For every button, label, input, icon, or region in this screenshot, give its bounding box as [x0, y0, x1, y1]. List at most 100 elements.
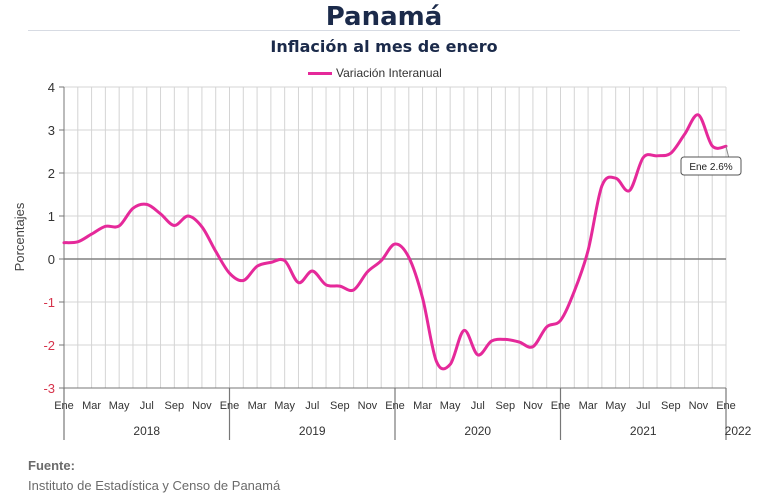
- data-point: [187, 215, 189, 217]
- x-tick-label: Jul: [471, 400, 485, 412]
- data-point: [683, 133, 685, 135]
- x-tick-label: May: [605, 400, 626, 412]
- data-point: [601, 185, 603, 187]
- chart-subtitle: Inflación al mes de enero: [270, 37, 498, 56]
- data-point: [159, 213, 161, 215]
- data-point: [670, 152, 672, 154]
- data-point: [656, 155, 658, 157]
- x-tick-label: Sep: [165, 400, 185, 412]
- y-tick-label: -2: [43, 338, 55, 353]
- x-tick-label: May: [440, 400, 461, 412]
- data-point: [477, 354, 479, 356]
- y-tick-label: -3: [43, 381, 55, 396]
- data-point: [325, 284, 327, 286]
- x-tick-label: Ene: [716, 400, 736, 412]
- x-tick-label: Sep: [661, 400, 681, 412]
- data-point: [146, 203, 148, 205]
- data-point: [614, 177, 616, 179]
- legend: Variación Interanual: [308, 66, 442, 80]
- data-point: [559, 319, 561, 321]
- x-tick-label: May: [274, 400, 295, 412]
- data-point: [339, 285, 341, 287]
- y-tick-label: 1: [48, 209, 55, 224]
- line-chart: 4 3 2 1 0 -1 -2 -3 Ene Mar May Jul Sep Nov Ene Mar May Ju…: [12, 80, 752, 440]
- y-tick-label: 0: [48, 252, 55, 267]
- grid-layer: [63, 86, 727, 389]
- data-point: [90, 233, 92, 235]
- x-tick-label: Nov: [192, 400, 212, 412]
- data-point: [573, 290, 575, 292]
- x-tick-label: Sep: [330, 400, 350, 412]
- x-tick-label: Nov: [358, 400, 378, 412]
- data-point: [463, 329, 465, 331]
- year-label: 2020: [464, 424, 491, 438]
- x-tick-label: Jul: [305, 400, 319, 412]
- x-tick-label: Mar: [413, 400, 432, 412]
- y-tick-label: 4: [48, 80, 55, 95]
- year-label: 2018: [133, 424, 160, 438]
- series-layer: [62, 113, 728, 371]
- x-tick-label: Mar: [579, 400, 598, 412]
- data-point: [215, 250, 217, 252]
- data-point: [380, 260, 382, 262]
- data-point: [394, 243, 396, 245]
- year-label: 2021: [630, 424, 657, 438]
- axis-layer: [59, 86, 727, 440]
- data-point: [642, 156, 644, 158]
- data-point: [490, 340, 492, 342]
- data-point: [518, 341, 520, 343]
- x-tick-label: Mar: [248, 400, 267, 412]
- data-point: [421, 297, 423, 299]
- data-point: [352, 289, 354, 291]
- data-point: [587, 249, 589, 251]
- x-tick-label: Nov: [523, 400, 543, 412]
- data-point: [532, 346, 534, 348]
- x-tick-label: Ene: [54, 400, 74, 412]
- x-tick-label: Ene: [551, 400, 571, 412]
- legend-swatch: [308, 71, 332, 75]
- year-label: 2019: [299, 424, 326, 438]
- y-tick-label: 3: [48, 123, 55, 138]
- data-point: [132, 207, 134, 209]
- data-point: [311, 270, 313, 272]
- data-point: [63, 241, 65, 243]
- data-point: [297, 281, 299, 283]
- data-point: [173, 224, 175, 226]
- x-tick-label: Ene: [385, 400, 405, 412]
- title-divider: [28, 30, 740, 31]
- chart-title: Panamá: [325, 2, 443, 32]
- annotation-label: Ene 2.6%: [689, 162, 732, 173]
- data-point: [104, 225, 106, 227]
- data-point: [711, 145, 713, 147]
- series-line: [62, 113, 728, 371]
- data-point: [504, 338, 506, 340]
- data-point: [435, 360, 437, 362]
- data-point: [256, 265, 258, 267]
- data-point: [366, 271, 368, 273]
- x-tick-label: Ene: [220, 400, 240, 412]
- y-tick-label: -1: [43, 295, 55, 310]
- x-tick-label: Nov: [689, 400, 709, 412]
- data-point: [697, 114, 699, 116]
- x-tick-label: Sep: [496, 400, 516, 412]
- x-tick-label: May: [109, 400, 130, 412]
- data-point: [628, 189, 630, 191]
- x-tick-label: Mar: [82, 400, 101, 412]
- source-label: Fuente:: [28, 458, 75, 473]
- data-point: [270, 261, 272, 263]
- data-point: [228, 272, 230, 274]
- annotation-box: [680, 156, 742, 176]
- x-tick-label: Jul: [636, 400, 650, 412]
- source-text: Instituto de Estadística y Censo de Pana…: [28, 478, 281, 493]
- data-point: [546, 326, 548, 328]
- year-label: 2022: [725, 424, 752, 438]
- data-point: [201, 226, 203, 228]
- data-point: [242, 279, 244, 281]
- label-layer: 4 3 2 1 0 -1 -2 -3 Ene Mar May Jul Sep Nov Ene Mar May Ju…: [43, 80, 751, 438]
- y-tick-label: 2: [48, 166, 55, 181]
- y-axis-label: Porcentajes: [12, 202, 27, 271]
- legend-label: Variación Interanual: [336, 66, 442, 80]
- data-point: [283, 260, 285, 262]
- x-tick-label: Jul: [140, 400, 154, 412]
- data-point: [408, 256, 410, 258]
